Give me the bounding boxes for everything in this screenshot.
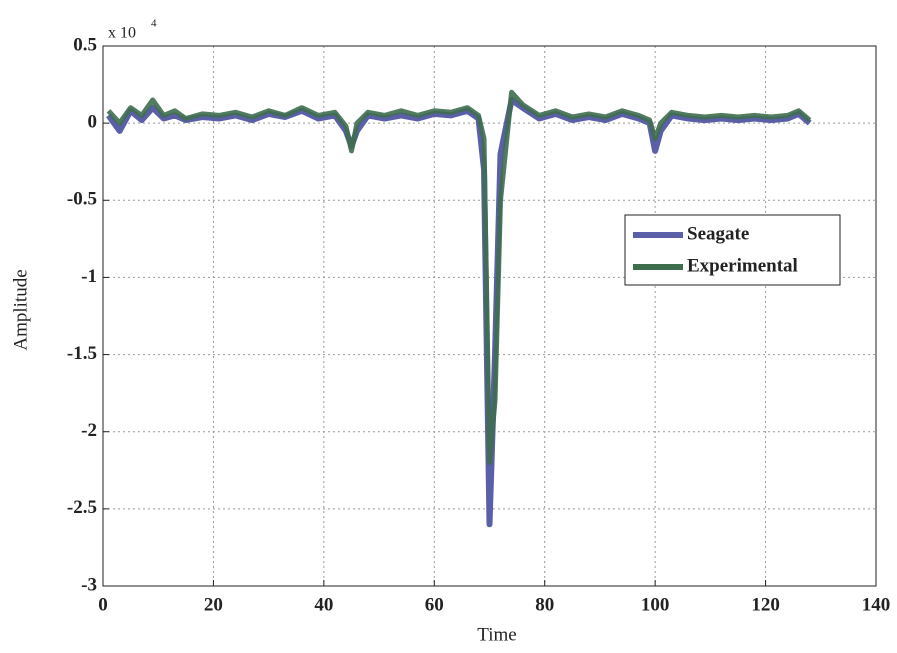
x-tick-label: 100: [641, 594, 670, 615]
y-multiplier: x 10: [108, 25, 136, 42]
y-tick-label: -3: [81, 574, 97, 595]
x-tick-label: 120: [751, 594, 780, 615]
x-tick-label: 80: [535, 594, 554, 615]
legend-label: Seagate: [687, 223, 749, 244]
legend-label: Experimental: [687, 255, 798, 276]
y-tick-label: -1: [81, 266, 97, 287]
y-tick-label: -0.5: [67, 189, 97, 210]
x-tick-label: 140: [862, 594, 891, 615]
x-tick-label: 40: [314, 594, 333, 615]
series-line: [106, 89, 812, 466]
y-axis-label: Amplitude: [10, 269, 31, 350]
y-tick-label: -2.5: [67, 497, 97, 518]
y-tick-label: -1.5: [67, 343, 97, 364]
y-multiplier-exponent: 4: [151, 18, 157, 30]
plot-frame: [102, 45, 877, 587]
x-tick-label: 20: [204, 594, 223, 615]
x-tick-label: 0: [98, 594, 108, 615]
y-tick-label: -2: [81, 420, 97, 441]
y-tick-label: 0: [88, 112, 98, 133]
x-tick-label: 60: [425, 594, 444, 615]
series-line: [106, 97, 812, 528]
y-tick-label: 0.5: [73, 34, 97, 55]
x-axis-label: Time: [477, 624, 516, 645]
legend-box: [624, 214, 841, 286]
